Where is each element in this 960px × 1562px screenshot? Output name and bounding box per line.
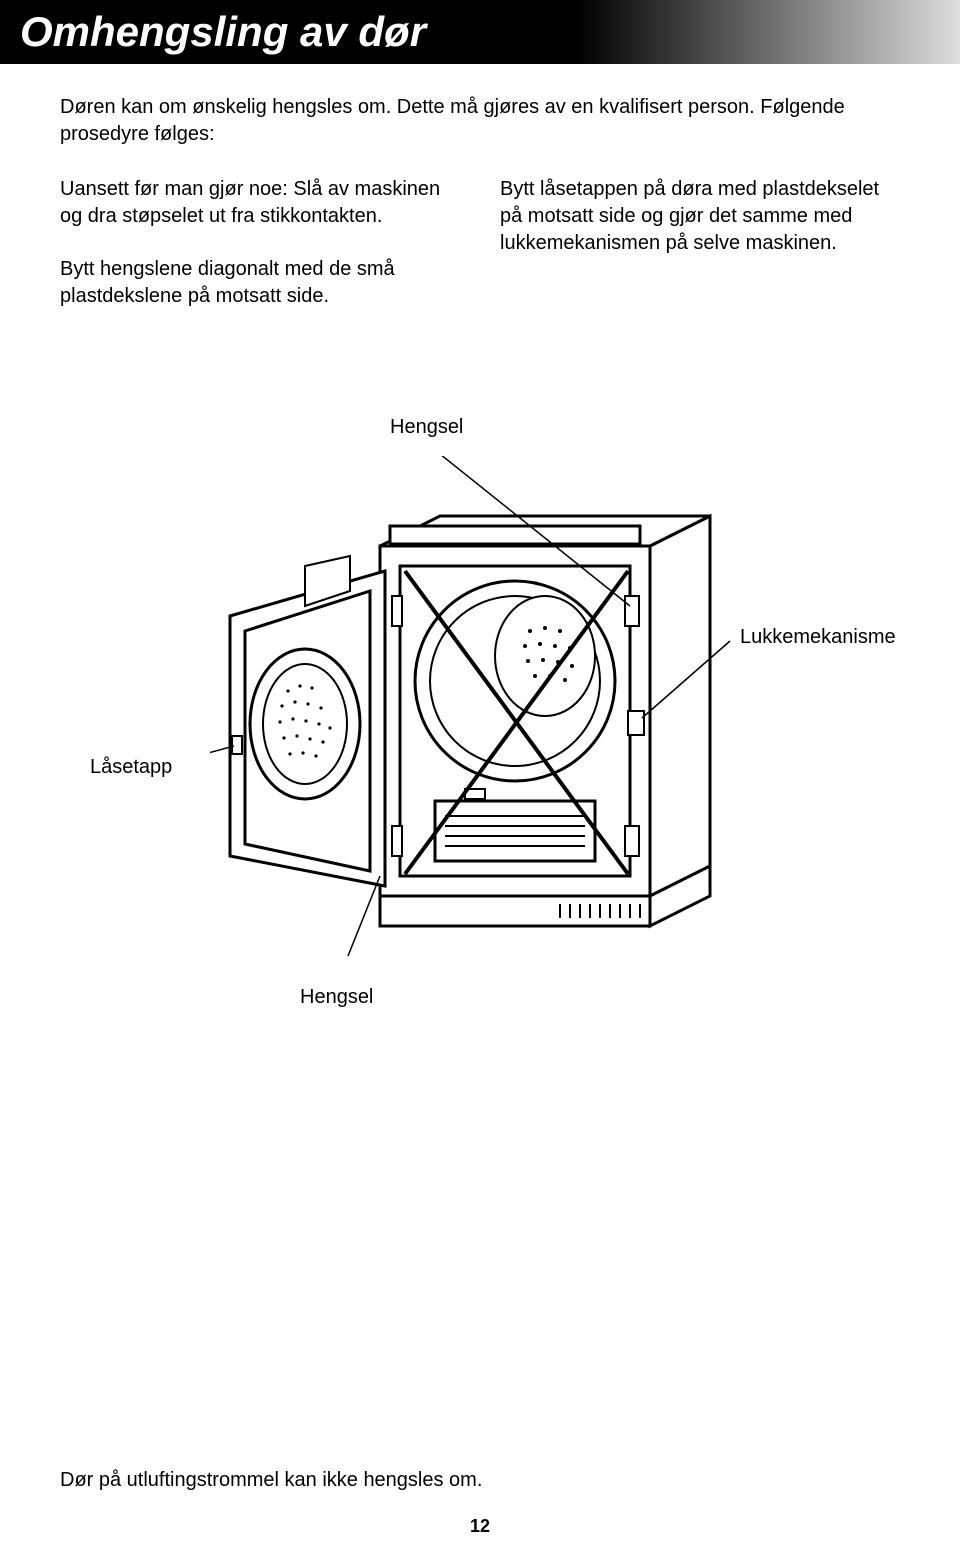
header-bar: Omhengsling av dør xyxy=(0,0,960,64)
dryer-illustration xyxy=(210,456,770,956)
diagram-container: Hengsel Lukkemekanisme Låsetapp Hengsel xyxy=(60,416,900,1036)
left-para-1: Uansett før man gjør noe: Slå av maskine… xyxy=(60,176,460,230)
left-column: Uansett før man gjør noe: Slå av maskine… xyxy=(60,176,460,336)
label-hengsel-top: Hengsel xyxy=(390,416,463,439)
left-para-2: Bytt hengslene diagonalt med de små plas… xyxy=(60,256,460,310)
label-lasetapp: Låsetapp xyxy=(90,756,172,779)
two-column-layout: Uansett før man gjør noe: Slå av maskine… xyxy=(60,176,900,336)
content-area: Døren kan om ønskelig hengsles om. Dette… xyxy=(0,94,960,1036)
page-title: Omhengsling av dør xyxy=(20,8,940,56)
page-number: 12 xyxy=(470,1516,490,1537)
intro-paragraph: Døren kan om ønskelig hengsles om. Dette… xyxy=(60,94,900,148)
footer-note: Dør på utluftingstrommel kan ikke hengsl… xyxy=(60,1469,482,1492)
right-column: Bytt låsetappen på døra med plastdeksele… xyxy=(500,176,900,336)
label-hengsel-bottom: Hengsel xyxy=(300,986,373,1009)
right-para-1: Bytt låsetappen på døra med plastdeksele… xyxy=(500,176,900,257)
